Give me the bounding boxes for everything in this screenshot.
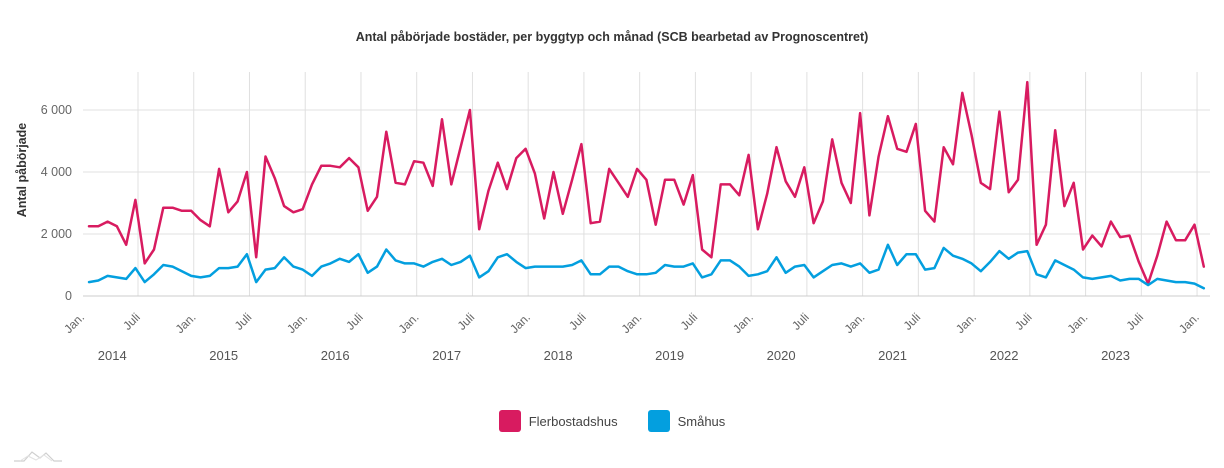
x-tick-label: Jan. xyxy=(619,310,645,336)
y-axis: 0 2 000 4 000 6 000 xyxy=(41,103,72,303)
legend-swatch-smahus xyxy=(647,410,670,432)
x-year-label: 2017 xyxy=(432,348,461,363)
legend-label: Flerbostadshus xyxy=(528,413,618,429)
x-year-label: 2020 xyxy=(767,348,796,363)
x-year-label: 2018 xyxy=(544,348,573,363)
x-year-label: 2016 xyxy=(321,348,350,363)
x-year-label: 2022 xyxy=(990,348,1019,363)
x-tick-label: Jan. xyxy=(1176,310,1202,336)
x-year-label: 2023 xyxy=(1101,348,1130,363)
series-line-smhus[interactable] xyxy=(87,243,1206,290)
legend-label: Småhus xyxy=(677,413,726,429)
x-tick-label: Juli xyxy=(678,310,701,333)
x-tick-label: Juli xyxy=(1124,310,1147,333)
x-tick-label: Jan. xyxy=(61,310,87,336)
series-layer xyxy=(87,80,1206,290)
legend-item-flerbostadshus[interactable]: Flerbostadshus xyxy=(498,410,618,432)
chart-title: Antal påbörjade bostäder, per byggtyp oc… xyxy=(356,30,869,44)
x-tick-label: Jan. xyxy=(173,310,199,336)
legend-item-smahus[interactable]: Småhus xyxy=(647,410,726,432)
x-tick-label: Jan. xyxy=(284,310,310,336)
x-year-label: 2015 xyxy=(209,348,238,363)
x-tick-label: Juli xyxy=(232,310,255,333)
y-tick-label: 0 xyxy=(65,289,72,303)
x-tick-label: Juli xyxy=(789,310,812,333)
x-tick-label: Juli xyxy=(120,310,143,333)
x-tick-label: Juli xyxy=(1012,310,1035,333)
x-tick-label: Juli xyxy=(343,310,366,333)
legend-swatch-flerbostadshus xyxy=(498,410,521,432)
x-tick-label: Jan. xyxy=(396,310,422,336)
y-tick-label: 2 000 xyxy=(41,227,72,241)
x-tick-label: Juli xyxy=(901,310,924,333)
y-axis-label: Antal påbörjade xyxy=(15,123,29,218)
x-axis: Jan. Juli Jan. Juli Jan. Juli Jan. Juli Jan. Juli… xyxy=(61,295,1210,363)
mountain-logo-icon xyxy=(14,451,62,462)
x-year-label: 2021 xyxy=(878,348,907,363)
grid-layer xyxy=(83,72,1210,296)
legend: Flerbostadshus Småhus xyxy=(0,410,1224,432)
x-tick-label: Jan. xyxy=(953,310,979,336)
x-tick-label: Juli xyxy=(455,310,478,333)
series-line-flerbostadshus[interactable] xyxy=(87,80,1206,285)
x-tick-label: Jan. xyxy=(1064,310,1090,336)
x-tick-label: Jan. xyxy=(507,310,533,336)
x-year-label: 2014 xyxy=(98,348,127,363)
x-year-label: 2019 xyxy=(655,348,684,363)
x-tick-label: Juli xyxy=(566,310,589,333)
y-tick-label: 6 000 xyxy=(41,103,72,117)
y-tick-label: 4 000 xyxy=(41,165,72,179)
x-tick-label: Jan. xyxy=(842,310,868,336)
x-tick-label: Jan. xyxy=(730,310,756,336)
